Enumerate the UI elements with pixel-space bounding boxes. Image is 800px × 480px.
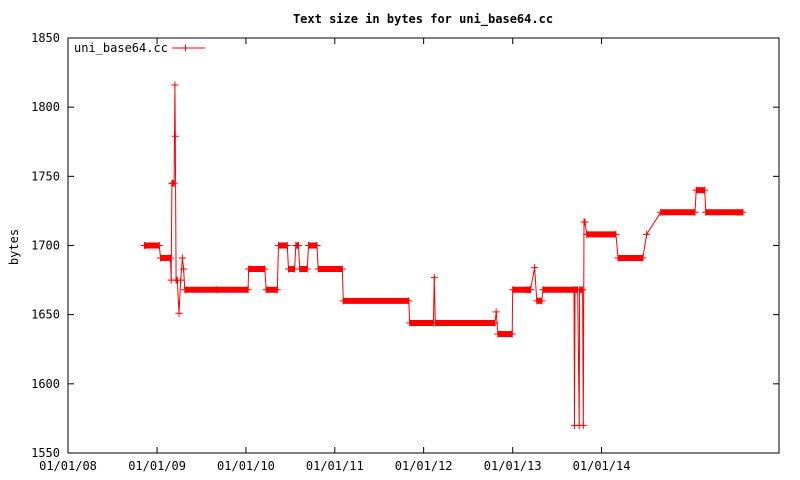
- data-point: [581, 218, 589, 226]
- y-axis: 1550 1600 1650 1700 1750 1800 1850: [31, 31, 779, 460]
- data-point: [178, 254, 186, 262]
- data-point: [175, 309, 183, 317]
- data-point: [702, 208, 710, 216]
- data-point: [405, 297, 413, 305]
- data-point: [261, 265, 269, 273]
- x-tick-label: 01/01/08: [39, 459, 97, 473]
- data-point: [180, 265, 188, 273]
- data-point: [262, 286, 270, 294]
- data-point: [531, 264, 539, 272]
- x-tick-label: 01/01/09: [128, 459, 186, 473]
- data-point: [156, 254, 164, 262]
- data-point: [492, 308, 500, 316]
- data-point: [296, 265, 304, 273]
- data-point: [526, 286, 534, 294]
- data-point: [691, 208, 699, 216]
- y-tick-label: 1750: [31, 169, 60, 183]
- data-point: [181, 286, 189, 294]
- data-point: [283, 242, 291, 249]
- data-point: [313, 242, 321, 249]
- data-point: [273, 286, 281, 294]
- data-point: [508, 330, 516, 338]
- y-tick-label: 1650: [31, 308, 60, 322]
- data-point: [155, 242, 163, 249]
- y-tick-label: 1600: [31, 377, 60, 391]
- chart-title: Text size in bytes for uni_base64.cc: [293, 12, 553, 27]
- data-point: [612, 230, 620, 238]
- legend: uni_base64.cc: [74, 41, 205, 55]
- x-tick-label: 01/01/10: [217, 459, 275, 473]
- data-point: [171, 132, 179, 140]
- data-point: [431, 319, 439, 327]
- data-point: [166, 254, 174, 262]
- data-point: [171, 81, 179, 89]
- legend-marker: [182, 44, 189, 52]
- x-tick-label: 01/01/14: [573, 459, 631, 473]
- y-tick-label: 1700: [31, 239, 60, 253]
- data-point: [303, 265, 311, 273]
- data-point: [245, 265, 253, 273]
- data-point: [579, 286, 587, 294]
- data-point: [285, 265, 293, 273]
- data-point: [639, 254, 647, 262]
- legend-label: uni_base64.cc: [74, 41, 168, 55]
- series-line: [144, 84, 743, 426]
- data-point: [739, 208, 747, 216]
- x-tick-label: 01/01/13: [484, 459, 542, 473]
- data-point: [491, 319, 499, 327]
- y-tick-label: 1800: [31, 100, 60, 114]
- data-point: [295, 242, 303, 249]
- data-point: [643, 230, 651, 238]
- data-point: [494, 330, 502, 338]
- data-point: [212, 286, 220, 294]
- data-point: [177, 276, 185, 284]
- data-point: [538, 297, 546, 305]
- data-point: [244, 286, 252, 294]
- data-point: [339, 297, 347, 305]
- data-point: [657, 208, 665, 216]
- y-tick-label: 1850: [31, 31, 60, 45]
- y-tick-label: 1550: [31, 446, 60, 460]
- data-point: [406, 319, 414, 327]
- y-axis-label: bytes: [7, 229, 21, 265]
- data-point: [140, 242, 148, 249]
- x-tick-label: 01/01/11: [306, 459, 364, 473]
- data-point: [314, 265, 322, 273]
- data-point: [338, 265, 346, 273]
- data-point: [275, 242, 283, 249]
- data-point: [614, 254, 622, 262]
- data-point: [701, 186, 709, 194]
- data-point: [583, 230, 591, 238]
- data-point: [509, 286, 517, 294]
- data-point: [304, 242, 312, 249]
- series-layer: [140, 81, 747, 429]
- data-point: [579, 421, 587, 429]
- data-point: [170, 179, 178, 187]
- x-axis: 01/01/08 01/01/09 01/01/10 01/01/11 01/01/12…: [39, 38, 630, 473]
- data-point: [430, 273, 438, 281]
- data-point: [539, 286, 547, 294]
- data-point: [692, 186, 700, 194]
- x-tick-label: 01/01/12: [395, 459, 453, 473]
